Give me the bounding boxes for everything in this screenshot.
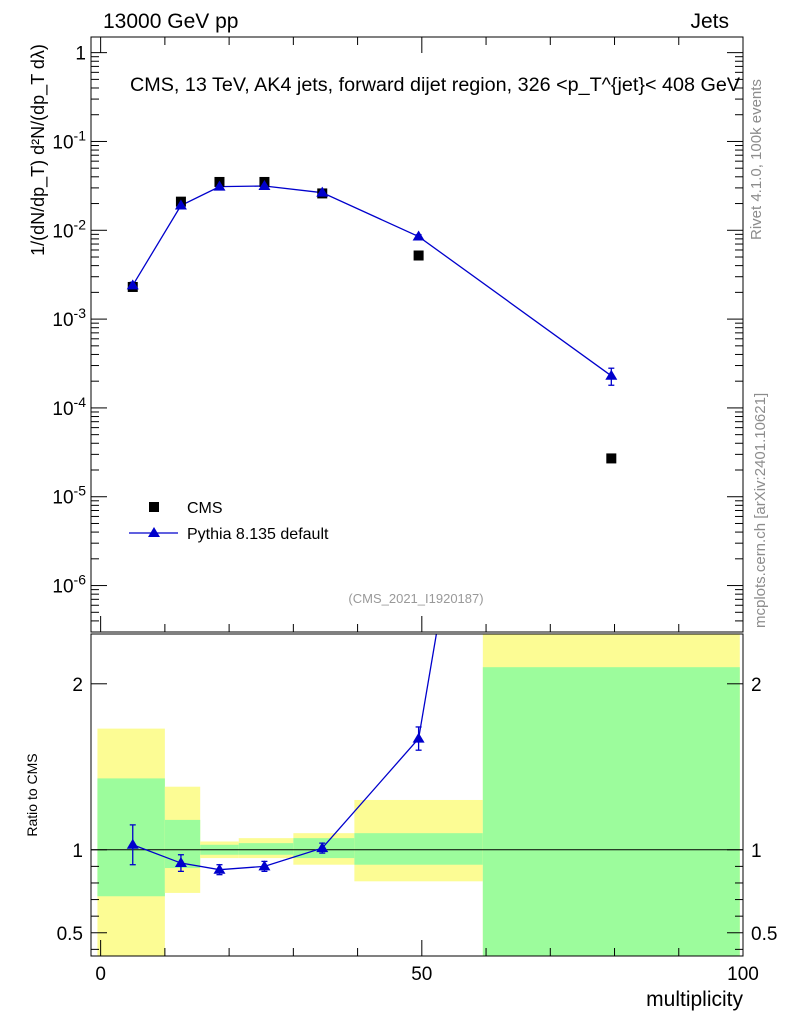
mc-data-point — [174, 199, 187, 210]
mcplots-label: mcplots.cern.ch [arXiv:2401.10621] — [752, 393, 769, 628]
y-tick-label: 10-3 — [52, 305, 86, 331]
x-tick-label: 100 — [727, 964, 759, 985]
main-plot-panel: 1 10-1 10-2 10-3 10-4 10-5 10-6 CMS, 13 TeV, A… — [28, 36, 744, 633]
main-frame — [90, 36, 744, 633]
ratio-data-point — [174, 857, 187, 868]
ratio-data-point — [316, 842, 329, 853]
rivet-annotation: Rivet 4.1.0, 100k events — [748, 79, 765, 240]
y-tick-label: 10-2 — [52, 216, 86, 242]
ratio-data-point — [258, 860, 271, 871]
ratio-band-inner — [482, 667, 740, 956]
ratio-data-point — [213, 863, 226, 874]
y-axis-label: 1/(dN/dp_T) d²N/(dp_T dλ) — [28, 44, 49, 256]
ratio-data-point — [126, 838, 139, 849]
legend-mc-marker — [148, 527, 160, 537]
ratio-frame — [90, 633, 744, 957]
ratio-y-axis-label: Ratio to CMS — [24, 753, 40, 836]
legend-mc-label: Pythia 8.135 default — [187, 526, 329, 543]
ratio-y-tick-label: 0.5 — [57, 924, 83, 945]
analysis-watermark: (CMS_2021_I1920187) — [348, 591, 483, 606]
mc-series-line — [132, 185, 612, 377]
ratio-band-inner — [354, 833, 483, 865]
cms-data-point — [606, 453, 617, 464]
mcplots-annotation: mcplots.cern.ch [arXiv:2401.10621] — [752, 393, 769, 628]
y-tick-label: 10-5 — [52, 483, 86, 509]
header-right: Jets — [690, 10, 729, 33]
mc-data-point — [213, 180, 226, 191]
legend: CMS Pythia 8.135 default — [129, 500, 329, 543]
ratio-band-inner — [238, 843, 294, 855]
mc-data-point — [412, 230, 425, 241]
x-tick-label: 0 — [95, 964, 106, 985]
y-tick-label: 10-1 — [52, 127, 86, 153]
mc-data-point — [316, 186, 329, 197]
ratio-y-tick-label: 1 — [72, 841, 83, 862]
y-tick-label: 1 — [75, 44, 86, 65]
header-left: 13000 GeV pp — [103, 10, 238, 33]
ratio-y-tick-label: 2 — [72, 675, 83, 696]
y-axis-title: 1/(dN/dp_T) d²N/(dp_T dλ) — [28, 44, 49, 256]
legend-cms-marker — [149, 502, 159, 512]
ratio-y-axis-title: Ratio to CMS — [24, 753, 40, 836]
ratio-plot-panel: 2 2 1 1 0.5 0.5 0 50 100 Ratio to CMS multiplici… — [24, 633, 777, 1011]
ratio-data-point — [412, 732, 425, 743]
ratio-band-inner — [97, 778, 165, 897]
rivet-label: Rivet 4.1.0, 100k events — [748, 79, 765, 240]
x-tick-label: 50 — [411, 964, 432, 985]
cms-data-point — [413, 250, 424, 261]
mc-data-point — [605, 369, 618, 380]
mc-data-point — [258, 180, 271, 191]
ratio-y-tick-label-right: 0.5 — [751, 924, 777, 945]
y-tick-label: 10-4 — [52, 394, 86, 420]
ratio-y-tick-label-right: 2 — [751, 675, 762, 696]
y-tick-label: 10-6 — [52, 572, 86, 598]
x-axis-label: multiplicity — [646, 988, 743, 1011]
legend-cms-label: CMS — [187, 500, 223, 517]
mc-data-point — [126, 279, 139, 290]
plot-title: CMS, 13 TeV, AK4 jets, forward dijet reg… — [130, 75, 740, 96]
ratio-y-tick-label-right: 1 — [751, 841, 762, 862]
